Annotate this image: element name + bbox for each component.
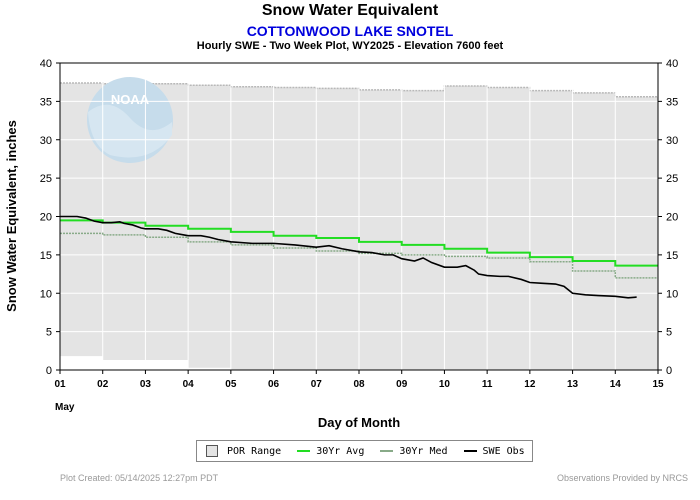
x-axis-label: Day of Month bbox=[318, 415, 400, 430]
y-tick-label-right: 25 bbox=[666, 173, 678, 185]
x-tick-label: 08 bbox=[353, 379, 365, 390]
observations-credit: Observations Provided by NRCS bbox=[556, 473, 688, 483]
x-tick-label: 05 bbox=[225, 379, 237, 390]
x-tick-label: 01 bbox=[54, 379, 66, 390]
por-range-swatch bbox=[206, 445, 218, 457]
legend-item-30yr-avg: 30Yr Avg bbox=[297, 446, 364, 457]
y-tick-label-right: 20 bbox=[666, 212, 678, 224]
x-tick-label: 14 bbox=[610, 379, 622, 390]
y-tick-label-left: 0 bbox=[46, 365, 52, 377]
x-tick-label: 09 bbox=[396, 379, 408, 390]
legend-label-30yr-med: 30Yr Med bbox=[399, 445, 448, 457]
x-tick-label: 03 bbox=[140, 379, 152, 390]
noaa-logo: NOAA bbox=[87, 77, 173, 163]
legend-label-swe-obs: SWE Obs bbox=[482, 445, 525, 457]
30yr-avg-line bbox=[60, 219, 658, 267]
x-tick-label: 04 bbox=[183, 379, 195, 390]
y-tick-label-left: 15 bbox=[40, 250, 52, 262]
x-tick-label: 12 bbox=[524, 379, 536, 390]
y-tick-label-left: 40 bbox=[40, 58, 52, 70]
y-tick-label-right: 0 bbox=[666, 365, 672, 377]
y-tick-label-left: 20 bbox=[40, 212, 52, 224]
legend-item-30yr-med: 30Yr Med bbox=[380, 445, 448, 457]
legend-item-por-range: POR Range bbox=[206, 445, 281, 457]
y-tick-label-left: 25 bbox=[40, 173, 52, 185]
noaa-logo-text: NOAA bbox=[111, 92, 150, 107]
y-tick-label-left: 10 bbox=[40, 288, 52, 300]
site-name: COTTONWOOD LAKE SNOTEL bbox=[246, 23, 454, 39]
chart-subtitle: Hourly SWE - Two Week Plot, WY2025 - Ele… bbox=[196, 40, 504, 52]
legend-item-swe-obs: SWE Obs bbox=[463, 445, 525, 457]
y-tick-label-left: 35 bbox=[40, 96, 52, 108]
chart-title: Snow Water Equivalent bbox=[261, 2, 439, 19]
y-tick-label-left: 30 bbox=[40, 135, 52, 147]
x-tick-label: 06 bbox=[268, 379, 280, 390]
x-tick-label: 11 bbox=[482, 379, 493, 390]
plot-created-text: Plot Created: 05/14/2025 12:27pm PDT bbox=[60, 473, 219, 483]
swe-obs-line bbox=[60, 215, 637, 299]
y-tick-label-right: 35 bbox=[666, 96, 678, 108]
month-label: May bbox=[55, 402, 75, 413]
legend-label-por-range: POR Range bbox=[227, 445, 282, 457]
x-tick-label: 15 bbox=[652, 379, 664, 390]
x-tick-label: 02 bbox=[97, 379, 109, 390]
30yr-med-line bbox=[60, 232, 658, 279]
x-tick-label: 13 bbox=[567, 379, 579, 390]
legend: POR Range 30Yr Avg 30Yr Med SWE Obs bbox=[196, 440, 533, 462]
legend-label-30yr-avg: 30Yr Avg bbox=[316, 445, 365, 457]
y-tick-label-right: 10 bbox=[666, 288, 678, 300]
y-tick-label-right: 30 bbox=[666, 135, 678, 147]
y-tick-label-left: 5 bbox=[46, 327, 52, 339]
y-tick-label-right: 40 bbox=[666, 58, 678, 70]
swe-obs-swatch bbox=[463, 450, 477, 452]
x-tick-label: 07 bbox=[311, 379, 323, 390]
y-tick-label-right: 5 bbox=[666, 327, 672, 339]
x-tick-label: 10 bbox=[439, 379, 451, 390]
series-layer bbox=[60, 215, 658, 299]
grid-lines bbox=[60, 63, 658, 370]
30yr-avg-swatch bbox=[297, 450, 311, 452]
30yr-med-swatch bbox=[380, 450, 394, 452]
y-tick-label-right: 15 bbox=[666, 250, 678, 262]
y-axis-label: Snow Water Equivalent, inches bbox=[4, 120, 19, 312]
